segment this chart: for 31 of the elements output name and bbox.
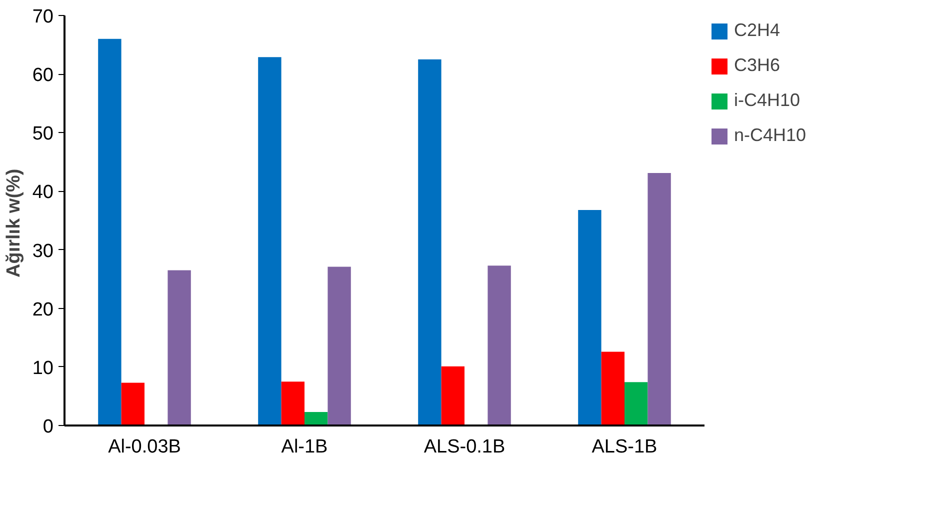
x-tick-label: Al-0.03B bbox=[108, 436, 181, 458]
bar bbox=[624, 382, 648, 426]
bar bbox=[258, 57, 282, 426]
y-tick-label: 10 bbox=[32, 358, 54, 379]
legend-label: i-C4H10 bbox=[734, 90, 800, 111]
bar bbox=[328, 266, 351, 426]
y-tick-label: 20 bbox=[32, 299, 54, 320]
y-tick-label: 40 bbox=[32, 182, 54, 204]
bar bbox=[441, 366, 464, 426]
bar bbox=[488, 266, 511, 426]
y-tick-label: 70 bbox=[32, 6, 54, 28]
y-tick-label: 50 bbox=[32, 124, 54, 145]
bar bbox=[121, 382, 144, 426]
bar bbox=[418, 59, 442, 426]
bar bbox=[281, 382, 304, 426]
y-tick-label: 30 bbox=[32, 240, 54, 262]
legend-label: n-C4H10 bbox=[734, 125, 806, 146]
legend-label: C2H4 bbox=[734, 20, 780, 41]
y-tick-label: 60 bbox=[32, 65, 54, 86]
bar bbox=[168, 270, 191, 426]
bar bbox=[98, 38, 122, 426]
legend-label: C3H6 bbox=[734, 55, 780, 76]
bar bbox=[578, 210, 602, 426]
x-tick-label: ALS-0.1B bbox=[424, 436, 506, 458]
y-tick-label: 0 bbox=[42, 416, 54, 438]
bar bbox=[648, 173, 671, 426]
x-tick-label: ALS-1B bbox=[592, 436, 658, 458]
bar bbox=[304, 412, 328, 426]
y-axis-title: Ağırlık w(%) bbox=[3, 168, 24, 278]
bar bbox=[601, 352, 624, 426]
x-tick-label: Al-1B bbox=[281, 436, 328, 458]
